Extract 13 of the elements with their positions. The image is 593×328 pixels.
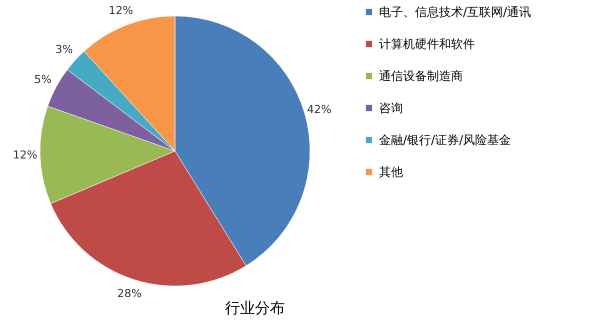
legend-label: 电子、信息技术/互联网/通讯 [379,5,532,19]
data-label: 12% [12,148,38,162]
data-label: 3% [55,42,73,56]
data-label: 12% [108,4,134,18]
text: 行业分布 [225,298,285,317]
legend-label: 计算机硬件和软件 [379,37,475,51]
data-label: 28% [117,286,142,300]
legend-label: 咨询 [379,101,403,115]
legend-label: 金融/银行/证券/风险基金 [379,133,512,147]
legend-label: 通信设备制造商 [379,69,463,83]
data-label: 5% [34,73,52,86]
data-label: 42% [307,102,332,116]
legend-label: 其他 [379,165,403,179]
